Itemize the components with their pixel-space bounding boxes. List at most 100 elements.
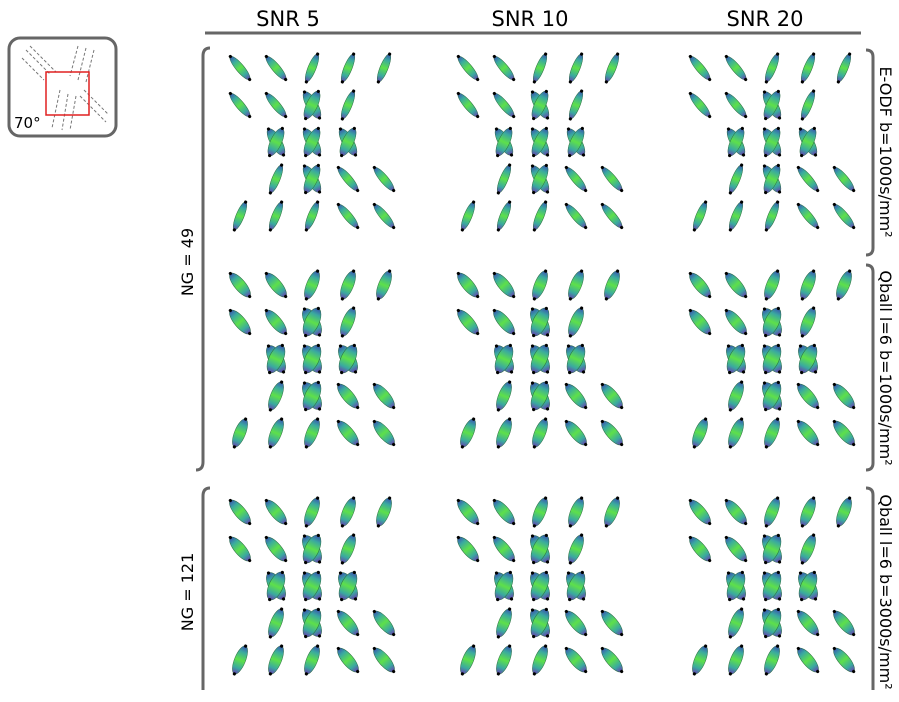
column-header: SNR 10 [491, 7, 568, 31]
odf-glyph [686, 53, 713, 84]
odf-glyph [561, 644, 591, 677]
odf-glyph [458, 199, 478, 233]
odf-lobe [829, 607, 859, 640]
odf-glyph [527, 125, 553, 160]
glyph-panel [685, 268, 859, 451]
odf-glyph [795, 125, 821, 160]
odf-lobe [337, 532, 360, 567]
odf-lobe [335, 568, 362, 604]
odf-lobe [565, 268, 588, 303]
odf-lobe [333, 644, 363, 677]
odf-glyph [830, 201, 857, 232]
odf-lobe [229, 643, 252, 678]
glyph-panel [685, 495, 859, 678]
odf-glyph [597, 607, 627, 640]
row-bracket [866, 50, 873, 255]
odf-glyph [761, 416, 784, 451]
odf-lobe [690, 199, 710, 233]
odf-glyph [725, 379, 748, 414]
odf-glyph [490, 568, 519, 604]
odf-glyph [722, 568, 751, 604]
odf-glyph [797, 305, 820, 340]
odf-glyph [493, 379, 516, 414]
odf-lobe [793, 607, 823, 640]
odf-lobe [301, 268, 324, 303]
odf-glyph [457, 416, 480, 451]
odf-glyph [685, 496, 715, 529]
odf-glyph [266, 199, 286, 233]
odf-lobe [798, 51, 818, 85]
glyph-panel [686, 51, 857, 233]
odf-lobe [726, 162, 746, 196]
odf-lobe [265, 416, 288, 451]
odf-glyph [526, 378, 555, 414]
odf-lobe [725, 643, 748, 678]
odf-glyph [759, 162, 785, 197]
odf-glyph [565, 495, 588, 530]
row-label: E-ODF b=1000s/mm² [876, 66, 895, 237]
odf-lobe [338, 51, 358, 85]
odf-glyph [563, 125, 589, 160]
odf-lobe [561, 607, 591, 640]
odf-lobe [261, 533, 291, 566]
column-header: SNR 20 [726, 7, 803, 31]
odf-lobe [453, 496, 483, 529]
odf-lobe [561, 380, 591, 413]
odf-lobe [597, 644, 627, 677]
odf-lobe [454, 53, 481, 84]
odf-lobe [302, 51, 322, 85]
odf-glyph [489, 306, 519, 339]
odf-glyph [338, 88, 358, 122]
odf-glyph [457, 643, 480, 678]
odf-lobe [830, 201, 857, 232]
odf-glyph [526, 304, 555, 340]
odf-lobe [565, 305, 588, 340]
odf-lobe [229, 416, 252, 451]
odf-glyph [793, 644, 823, 677]
odf-lobe [262, 90, 289, 121]
odf-lobe [793, 417, 823, 450]
column-header: SNR 5 [256, 7, 320, 31]
odf-glyph [762, 199, 782, 233]
odf-glyph [527, 88, 553, 123]
odf-glyph [262, 568, 291, 604]
group-label: NG = 49 [178, 228, 197, 296]
glyph-panel [225, 268, 399, 451]
odf-glyph [301, 416, 324, 451]
odf-glyph [794, 568, 823, 604]
odf-lobe [761, 495, 784, 530]
odf-glyph [723, 125, 749, 160]
odf-lobe [265, 643, 288, 678]
odf-lobe [454, 90, 481, 121]
odf-glyph [834, 51, 854, 85]
odf-lobe [334, 164, 361, 195]
odf-lobe [369, 380, 399, 413]
odf-glyph [797, 495, 820, 530]
odf-lobe [686, 53, 713, 84]
odf-lobe [529, 643, 552, 678]
odf-lobe [301, 495, 324, 530]
odf-lobe [725, 606, 748, 641]
odf-glyph [262, 341, 291, 377]
odf-lobe [761, 643, 784, 678]
odf-glyph [333, 607, 363, 640]
odf-lobe [721, 269, 751, 302]
odf-lobe [761, 268, 784, 303]
odf-glyph [721, 306, 751, 339]
odf-glyph [453, 496, 483, 529]
odf-lobe [689, 416, 712, 451]
odf-glyph [491, 125, 517, 160]
odf-lobe [829, 417, 859, 450]
odf-glyph [335, 125, 361, 160]
odf-lobe [370, 201, 397, 232]
odf-glyph [454, 53, 481, 84]
odf-lobe [723, 568, 750, 604]
odf-glyph [489, 496, 519, 529]
odf-glyph [261, 496, 291, 529]
odf-glyph [721, 533, 751, 566]
odf-lobe [453, 533, 483, 566]
odf-glyph [337, 268, 360, 303]
odf-glyph [597, 417, 627, 450]
odf-glyph [829, 644, 859, 677]
odf-lobe [489, 533, 519, 566]
